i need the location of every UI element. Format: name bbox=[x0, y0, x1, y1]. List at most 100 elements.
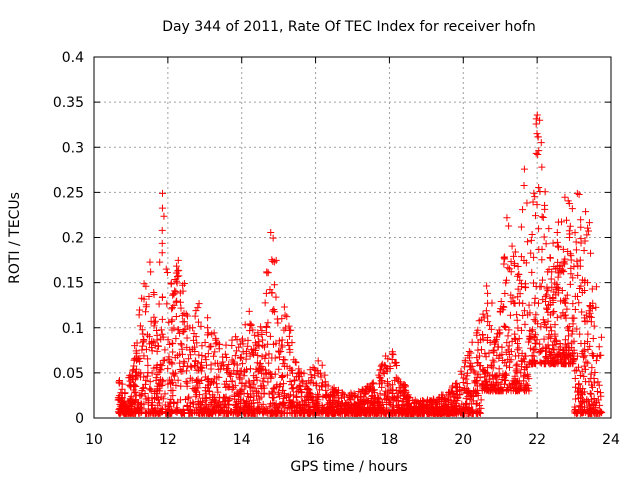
data-point bbox=[563, 305, 571, 313]
data-point bbox=[538, 347, 546, 355]
data-point bbox=[246, 320, 254, 328]
data-point bbox=[391, 376, 399, 384]
data-point bbox=[565, 322, 573, 330]
data-point bbox=[116, 404, 124, 412]
data-point bbox=[507, 387, 515, 395]
data-point bbox=[116, 405, 124, 413]
y-tick-label: 0.35 bbox=[53, 95, 84, 111]
data-point bbox=[419, 407, 427, 415]
data-point bbox=[484, 312, 492, 320]
data-point bbox=[508, 242, 516, 250]
data-point bbox=[231, 352, 239, 360]
x-tick-label: 18 bbox=[381, 432, 399, 448]
data-point bbox=[258, 327, 266, 335]
data-point bbox=[587, 249, 595, 257]
data-point bbox=[259, 341, 267, 349]
data-point bbox=[525, 384, 533, 392]
data-point bbox=[204, 350, 212, 358]
data-point bbox=[292, 359, 300, 367]
data-point bbox=[275, 348, 283, 356]
data-point bbox=[530, 253, 538, 261]
data-point bbox=[159, 293, 167, 301]
data-point bbox=[247, 383, 255, 391]
data-point bbox=[558, 286, 566, 294]
data-point bbox=[354, 403, 362, 411]
data-point bbox=[501, 289, 509, 297]
data-point bbox=[582, 208, 590, 216]
data-point bbox=[249, 396, 257, 404]
data-point bbox=[272, 293, 280, 301]
data-point bbox=[131, 409, 139, 417]
data-point bbox=[584, 330, 592, 338]
data-point bbox=[324, 382, 332, 390]
data-point bbox=[515, 299, 523, 307]
data-point bbox=[232, 333, 240, 341]
data-point bbox=[211, 401, 219, 409]
data-point bbox=[167, 399, 175, 407]
data-point bbox=[586, 389, 594, 397]
data-point bbox=[561, 341, 569, 349]
data-point bbox=[250, 350, 258, 358]
data-point bbox=[560, 257, 568, 265]
data-point bbox=[274, 388, 282, 396]
data-point bbox=[549, 309, 557, 317]
data-point bbox=[166, 341, 174, 349]
data-point bbox=[311, 365, 319, 373]
data-point bbox=[576, 330, 584, 338]
data-point bbox=[568, 339, 576, 347]
data-point bbox=[369, 400, 377, 408]
data-point bbox=[261, 354, 269, 362]
data-point bbox=[540, 319, 548, 327]
data-point bbox=[255, 403, 263, 411]
data-point bbox=[513, 367, 521, 375]
data-point bbox=[305, 385, 313, 393]
data-point bbox=[319, 408, 327, 416]
data-point bbox=[583, 231, 591, 239]
data-point bbox=[183, 334, 191, 342]
data-point bbox=[512, 362, 520, 370]
data-point bbox=[388, 348, 396, 356]
data-point bbox=[183, 322, 191, 330]
data-point bbox=[577, 216, 585, 224]
data-point bbox=[157, 375, 165, 383]
data-point bbox=[497, 298, 505, 306]
data-point bbox=[296, 370, 304, 378]
data-point bbox=[229, 358, 237, 366]
data-point bbox=[188, 363, 196, 371]
data-point bbox=[296, 382, 304, 390]
data-point bbox=[258, 353, 266, 361]
data-point bbox=[348, 393, 356, 401]
y-tick-label: 0 bbox=[75, 411, 84, 427]
data-point bbox=[402, 405, 410, 413]
data-point bbox=[505, 342, 513, 350]
data-point bbox=[158, 315, 166, 323]
data-point bbox=[160, 212, 168, 220]
data-point bbox=[428, 398, 436, 406]
data-point bbox=[191, 312, 199, 320]
data-point bbox=[447, 388, 455, 396]
data-point bbox=[519, 206, 527, 214]
data-point bbox=[195, 318, 203, 326]
data-point bbox=[525, 301, 533, 309]
data-point bbox=[266, 332, 274, 340]
data-point bbox=[262, 328, 270, 336]
data-point bbox=[194, 304, 202, 312]
data-point bbox=[588, 305, 596, 313]
data-point bbox=[140, 384, 148, 392]
data-point bbox=[154, 409, 162, 417]
data-point bbox=[546, 254, 554, 262]
data-point bbox=[520, 257, 528, 265]
data-point bbox=[561, 299, 569, 307]
data-point bbox=[269, 234, 277, 242]
data-point bbox=[544, 308, 552, 316]
data-point bbox=[133, 405, 141, 413]
data-point bbox=[294, 402, 302, 410]
data-point bbox=[138, 346, 146, 354]
data-point bbox=[131, 401, 139, 409]
data-point bbox=[566, 360, 574, 368]
data-point bbox=[547, 327, 555, 335]
data-point bbox=[472, 389, 480, 397]
data-point bbox=[594, 378, 602, 386]
data-point bbox=[318, 361, 326, 369]
data-point bbox=[521, 307, 529, 315]
